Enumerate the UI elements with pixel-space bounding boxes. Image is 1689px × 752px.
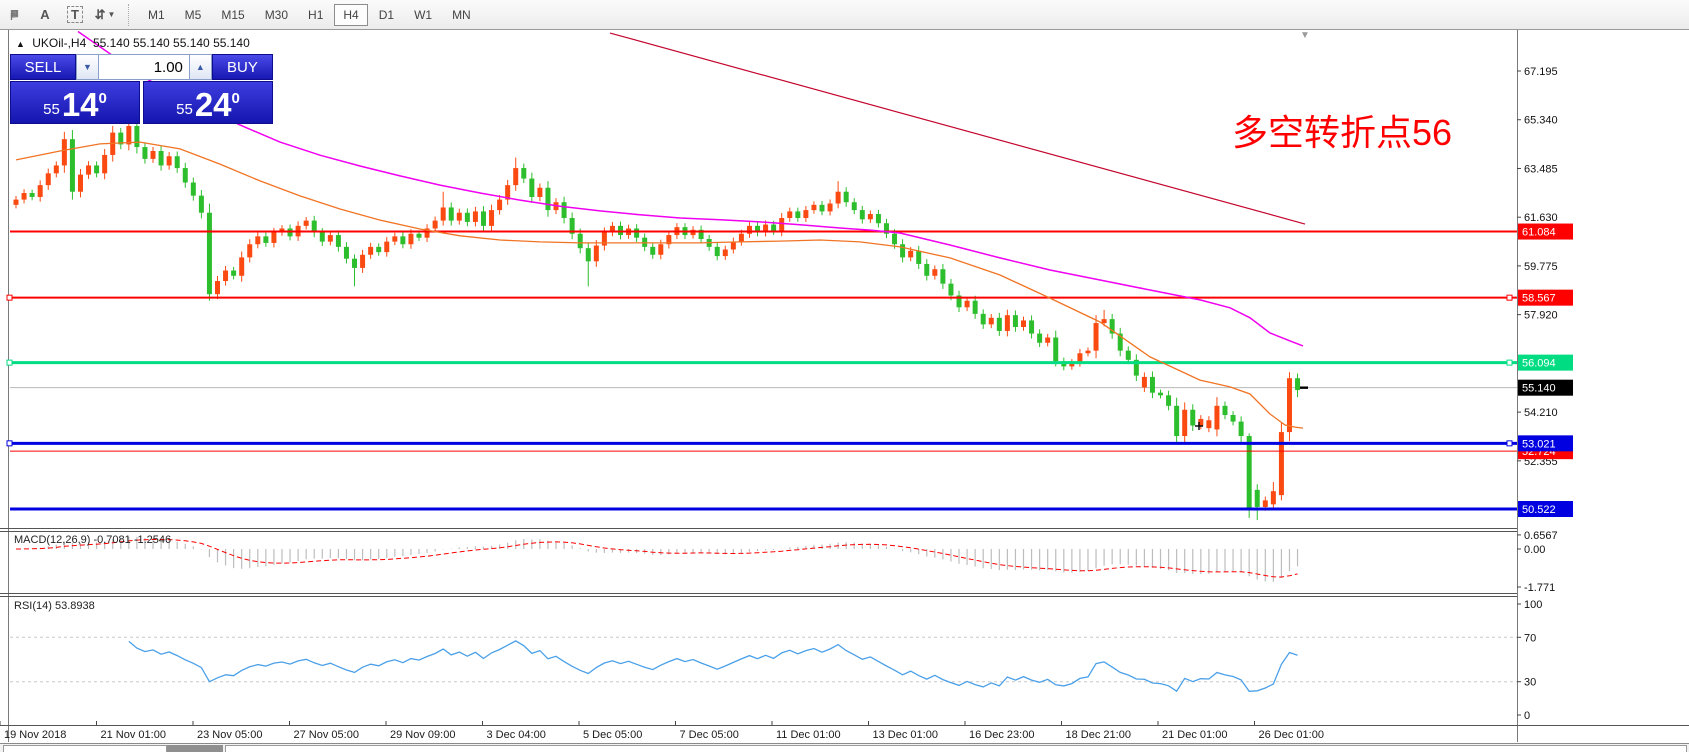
tf-h4-button-active[interactable]: H4 bbox=[334, 3, 368, 26]
panel-expand-icon[interactable]: ▲ bbox=[16, 39, 25, 49]
scrollbar-track-left[interactable] bbox=[3, 745, 167, 752]
svg-text:11 Dec 01:00: 11 Dec 01:00 bbox=[776, 729, 841, 741]
svg-text:0: 0 bbox=[1524, 710, 1530, 722]
svg-text:54.210: 54.210 bbox=[1524, 407, 1558, 419]
toolbar: ▦ F A T ⇵ ▼ M1 M5 M15 M30 H1 H4 D1 W1 MN bbox=[0, 0, 1689, 30]
chart-title: ▲ UKOil-,H4 55.140 55.140 55.140 55.140 bbox=[16, 36, 250, 50]
volume-increase-button[interactable]: ▲ bbox=[188, 54, 212, 80]
svg-text:67.195: 67.195 bbox=[1524, 66, 1558, 78]
tf-w1-button[interactable]: W1 bbox=[414, 7, 433, 22]
svg-text:61.630: 61.630 bbox=[1524, 212, 1558, 224]
svg-text:55.140: 55.140 bbox=[1522, 383, 1556, 395]
sell-price-prefix: 55 bbox=[43, 101, 60, 118]
buy-price-main: 24 bbox=[194, 86, 232, 123]
svg-text:58.567: 58.567 bbox=[1522, 293, 1556, 305]
svg-text:-1.771: -1.771 bbox=[1524, 582, 1555, 594]
svg-text:30: 30 bbox=[1524, 677, 1536, 689]
rsi-label: RSI(14) 53.8938 bbox=[14, 600, 95, 612]
sell-price-main: 14 bbox=[61, 86, 99, 123]
tf-m15-button[interactable]: M15 bbox=[221, 7, 245, 22]
svg-text:59.775: 59.775 bbox=[1524, 261, 1558, 273]
svg-text:27 Nov 05:00: 27 Nov 05:00 bbox=[294, 729, 359, 741]
symbol-period-label: UKOil-,H4 bbox=[32, 36, 87, 50]
sell-price-pip: 0 bbox=[98, 90, 107, 107]
buy-button[interactable]: BUY bbox=[211, 54, 274, 80]
svg-text:0.6567: 0.6567 bbox=[1524, 530, 1558, 542]
svg-text:100: 100 bbox=[1524, 599, 1542, 611]
volume-decrease-button[interactable]: ▼ bbox=[75, 54, 99, 80]
buy-price-pip: 0 bbox=[231, 90, 240, 107]
svg-text:18 Dec 21:00: 18 Dec 21:00 bbox=[1066, 729, 1131, 741]
svg-text:3 Dec 04:00: 3 Dec 04:00 bbox=[487, 729, 546, 741]
svg-text:70: 70 bbox=[1524, 632, 1536, 644]
ohlc-quotes: 55.140 55.140 55.140 55.140 bbox=[92, 36, 250, 50]
svg-text:5 Dec 05:00: 5 Dec 05:00 bbox=[583, 729, 642, 741]
templates-grid-icon[interactable]: ▦ F bbox=[10, 7, 20, 22]
volume-input[interactable] bbox=[98, 54, 189, 80]
macd-label: MACD(12,26,9) -0.7081 -1.2546 bbox=[14, 534, 172, 546]
svg-text:50.522: 50.522 bbox=[1522, 504, 1556, 516]
arrange-objects-icon[interactable]: ⇵ ▼ bbox=[94, 6, 116, 22]
chart-text-annotation: 多空转折点56 bbox=[1232, 112, 1453, 153]
toolbar-separator bbox=[128, 3, 134, 26]
sell-price-tile[interactable]: 55 14 0 bbox=[10, 81, 140, 124]
buy-price-tile[interactable]: 55 24 0 bbox=[143, 81, 273, 124]
label-tool-icon[interactable]: A bbox=[40, 7, 50, 22]
tf-mn-button[interactable]: MN bbox=[452, 7, 471, 22]
svg-text:61.084: 61.084 bbox=[1522, 227, 1556, 239]
svg-text:53.021: 53.021 bbox=[1522, 438, 1556, 450]
svg-text:65.340: 65.340 bbox=[1524, 115, 1558, 127]
svg-text:21 Dec 01:00: 21 Dec 01:00 bbox=[1162, 729, 1227, 741]
chevron-down-icon: ▼ bbox=[107, 10, 116, 19]
svg-text:19 Nov 2018: 19 Nov 2018 bbox=[4, 729, 66, 741]
scrollbar-track-right[interactable] bbox=[225, 745, 1687, 752]
tf-d1-button[interactable]: D1 bbox=[378, 7, 395, 22]
svg-text:21 Nov 01:00: 21 Nov 01:00 bbox=[101, 729, 166, 741]
svg-text:26 Dec 01:00: 26 Dec 01:00 bbox=[1259, 729, 1324, 741]
scrollbar-thumb[interactable] bbox=[167, 745, 223, 752]
one-click-trading-panel: SELL ▼ ▲ BUY 55 14 0 55 24 0 bbox=[10, 54, 274, 124]
svg-text:63.485: 63.485 bbox=[1524, 163, 1558, 175]
svg-text:16 Dec 23:00: 16 Dec 23:00 bbox=[969, 729, 1034, 741]
buy-price-prefix: 55 bbox=[176, 101, 193, 118]
tf-m30-button[interactable]: M30 bbox=[264, 7, 289, 22]
svg-text:7 Dec 05:00: 7 Dec 05:00 bbox=[680, 729, 739, 741]
sell-button[interactable]: SELL bbox=[10, 54, 76, 80]
svg-text:56.094: 56.094 bbox=[1522, 358, 1556, 370]
svg-text:29 Nov 09:00: 29 Nov 09:00 bbox=[390, 729, 455, 741]
tf-m5-button[interactable]: M5 bbox=[184, 7, 202, 22]
svg-text:13 Dec 01:00: 13 Dec 01:00 bbox=[873, 729, 938, 741]
horizontal-scrollbar bbox=[0, 743, 1689, 752]
svg-text:57.920: 57.920 bbox=[1524, 310, 1558, 322]
tf-m1-button[interactable]: M1 bbox=[148, 7, 165, 22]
tf-h1-button[interactable]: H1 bbox=[308, 7, 324, 22]
textbox-tool-icon[interactable]: T bbox=[62, 4, 88, 26]
svg-text:0.00: 0.00 bbox=[1524, 544, 1545, 556]
svg-text:23 Nov 05:00: 23 Nov 05:00 bbox=[197, 729, 262, 741]
scroll-to-end-icon[interactable]: ▼ bbox=[1300, 30, 1310, 41]
